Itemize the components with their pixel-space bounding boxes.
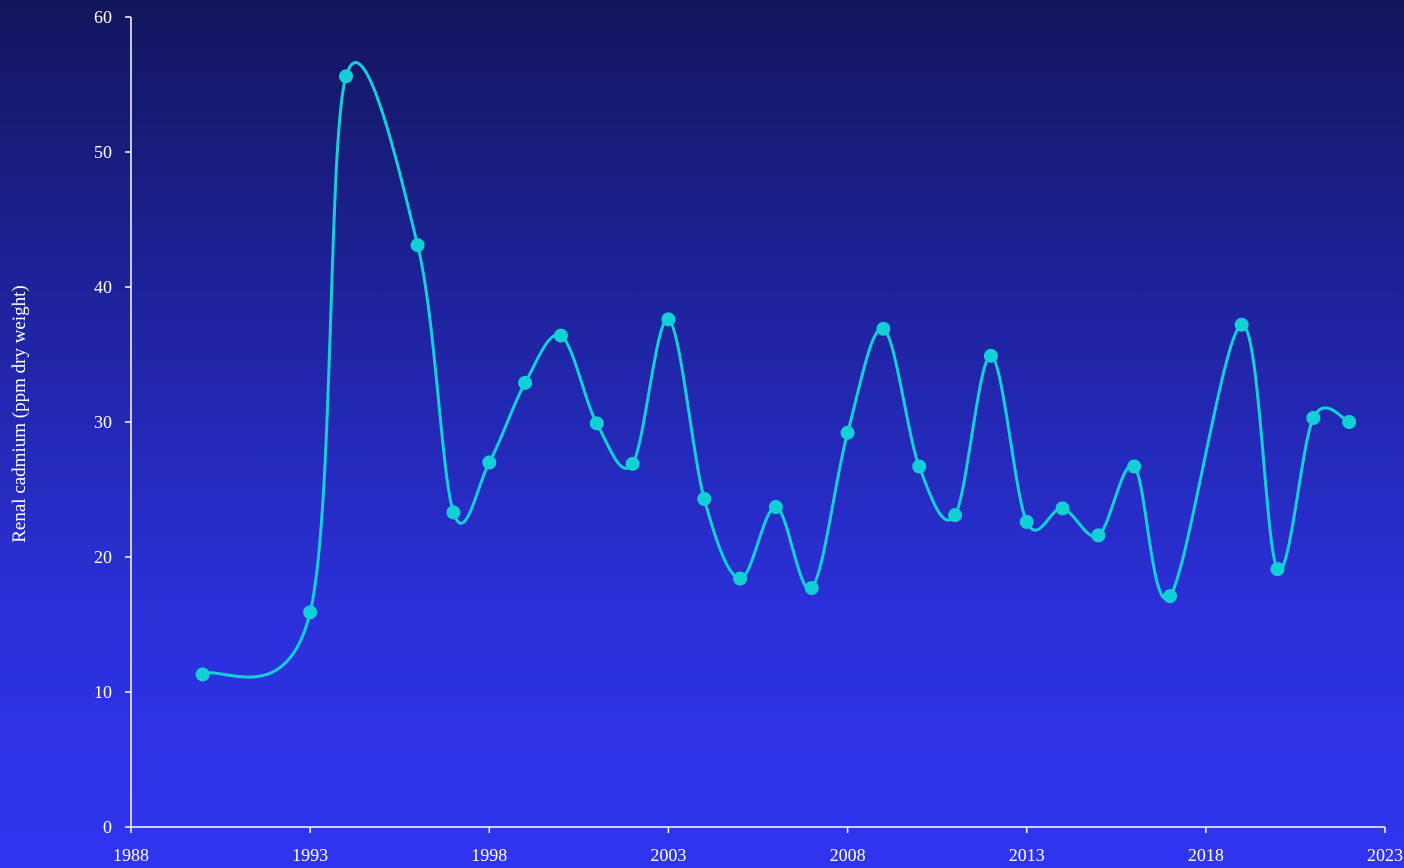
y-tick-label: 50 [94, 142, 112, 162]
x-tick-label: 2008 [830, 845, 866, 865]
data-point [1270, 562, 1285, 577]
y-tick-label: 20 [94, 547, 112, 567]
x-tick-group: 1988 1993 1998 2003 2008 2013 2018 2023 [113, 827, 1403, 865]
x-tick-label: 1988 [113, 845, 149, 865]
data-point [804, 581, 819, 596]
data-point [1234, 317, 1249, 332]
data-point [589, 416, 604, 431]
data-point [983, 348, 998, 363]
data-point [768, 500, 783, 515]
data-point [840, 425, 855, 440]
data-point [912, 459, 927, 474]
y-axis-title: Renal cadmium (ppm dry weight) [9, 285, 30, 543]
data-point [303, 605, 318, 620]
data-point [625, 456, 640, 471]
x-tick-label: 2003 [650, 845, 686, 865]
data-point [733, 571, 748, 586]
data-point [482, 455, 497, 470]
data-point [1306, 410, 1321, 425]
data-point [1342, 415, 1357, 429]
series-line [201, 61, 1350, 679]
data-point [697, 491, 712, 506]
data-point [1019, 514, 1034, 529]
data-point [410, 238, 425, 253]
y-tick-label: 10 [94, 682, 112, 702]
data-point [661, 312, 676, 327]
data-point [338, 69, 353, 84]
data-point [876, 321, 891, 336]
data-point [553, 328, 568, 343]
data-point [518, 375, 533, 390]
y-tick-label: 0 [103, 817, 112, 837]
x-tick-label: 2023 [1367, 845, 1403, 865]
x-tick-label: 2013 [1009, 845, 1045, 865]
data-point [1091, 528, 1106, 543]
data-point [195, 667, 210, 682]
y-tick-label: 30 [94, 412, 112, 432]
y-axis-title-group: Renal cadmium (ppm dry weight) [9, 285, 30, 543]
data-point [446, 505, 461, 520]
x-tick-label: 2018 [1188, 845, 1224, 865]
data-point [948, 508, 963, 523]
y-tick-label: 60 [94, 7, 112, 27]
data-points [195, 69, 1357, 682]
y-tick-label: 40 [94, 277, 112, 297]
x-tick-label: 1998 [471, 845, 507, 865]
y-tick-group: 0 10 20 30 40 50 60 [94, 7, 131, 837]
x-tick-label: 1993 [292, 845, 328, 865]
data-point [1163, 589, 1178, 604]
data-point [1055, 501, 1070, 516]
data-point [1127, 459, 1142, 474]
